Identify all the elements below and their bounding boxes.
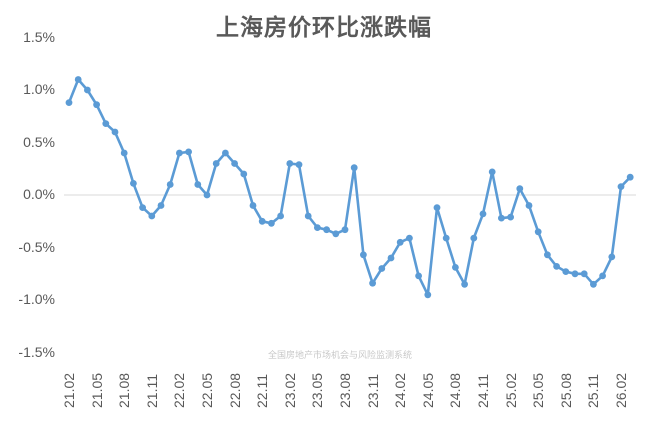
data-point-marker xyxy=(507,213,514,221)
data-point-marker xyxy=(111,128,119,136)
data-point-marker xyxy=(461,280,468,288)
data-point-marker xyxy=(452,264,459,271)
data-point-marker xyxy=(166,181,174,188)
data-point-marker xyxy=(580,270,588,278)
data-point-marker xyxy=(369,279,376,287)
y-tick-label: 0.5% xyxy=(23,133,55,150)
data-point-marker xyxy=(387,254,395,262)
data-point-marker xyxy=(231,160,239,167)
data-point-marker xyxy=(479,210,487,218)
data-point-marker xyxy=(599,272,606,280)
series-markers xyxy=(65,76,634,299)
data-point-marker xyxy=(488,168,496,176)
data-point-marker xyxy=(323,226,330,234)
data-point-marker xyxy=(424,291,432,299)
data-point-marker xyxy=(102,120,110,127)
data-point-marker xyxy=(378,265,386,272)
data-point-marker xyxy=(534,228,542,236)
y-tick-label: -0.5% xyxy=(18,238,55,255)
data-point-marker xyxy=(304,212,312,220)
data-point-marker xyxy=(396,238,404,246)
data-point-marker xyxy=(350,164,358,172)
data-point-marker xyxy=(258,217,266,225)
data-point-marker xyxy=(222,149,229,157)
data-point-marker xyxy=(93,101,100,109)
data-point-marker xyxy=(626,173,634,181)
data-point-marker xyxy=(470,234,478,242)
data-point-marker xyxy=(139,204,147,212)
data-point-marker xyxy=(360,251,367,259)
data-point-marker xyxy=(212,160,220,167)
data-point-marker xyxy=(525,202,533,209)
data-point-marker xyxy=(176,149,183,157)
y-tick-label: 0.0% xyxy=(23,186,55,202)
data-point-marker xyxy=(148,212,156,220)
data-point-marker xyxy=(203,191,211,199)
data-point-marker xyxy=(590,280,597,288)
data-point-marker xyxy=(406,234,413,242)
data-point-marker xyxy=(498,214,505,222)
data-point-marker xyxy=(194,181,202,188)
data-point-marker xyxy=(249,202,257,209)
data-point-marker xyxy=(286,160,294,167)
data-point-marker xyxy=(277,212,284,220)
data-point-marker xyxy=(433,204,441,212)
data-point-marker xyxy=(544,251,551,259)
data-point-marker xyxy=(295,161,303,169)
data-point-marker xyxy=(84,86,91,94)
data-point-marker xyxy=(120,149,128,157)
data-point-marker xyxy=(130,180,137,187)
data-point-marker xyxy=(571,270,579,278)
y-tick-label: 1.5% xyxy=(23,28,55,45)
watermark-text: 全国房地产市场机会与风险监测系统 xyxy=(267,351,412,361)
chart-title: 上海房价环比涨跌幅 xyxy=(216,15,432,41)
data-point-marker xyxy=(268,219,275,227)
data-point-marker xyxy=(332,230,340,238)
y-tick-label: -1.0% xyxy=(18,291,55,307)
data-point-marker xyxy=(240,170,248,178)
data-point-marker xyxy=(415,272,422,280)
data-point-marker xyxy=(185,148,193,156)
data-point-marker xyxy=(516,185,524,193)
data-point-marker xyxy=(157,202,165,209)
data-point-marker xyxy=(74,76,82,83)
data-point-marker xyxy=(442,234,450,242)
data-point-marker xyxy=(341,226,349,234)
data-point-marker xyxy=(608,253,616,261)
data-point-marker xyxy=(65,99,73,106)
y-tick-label: -1.5% xyxy=(18,343,55,360)
data-point-marker xyxy=(562,268,570,275)
data-point-marker xyxy=(314,224,321,232)
series-line xyxy=(67,78,632,297)
y-tick-label: 1.0% xyxy=(23,81,55,97)
data-point-marker xyxy=(617,183,625,191)
data-point-marker xyxy=(553,263,560,270)
